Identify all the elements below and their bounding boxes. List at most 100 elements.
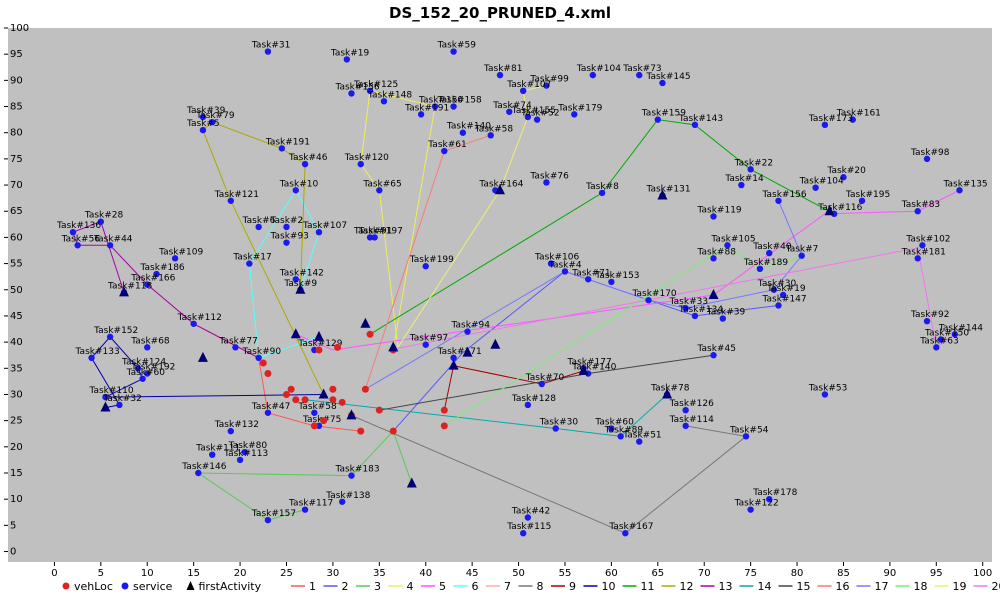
vehicle-location-point xyxy=(334,344,341,351)
service-label: Task#140 xyxy=(571,363,616,373)
service-label: Task#153 xyxy=(594,271,639,281)
vehicle-location-point xyxy=(283,391,290,398)
service-label: Task#107 xyxy=(302,221,347,231)
service-label: Task#58 xyxy=(297,402,337,412)
vehicle-location-point xyxy=(260,360,267,367)
y-tick-label: 5 xyxy=(10,520,16,531)
service-label: Task#132 xyxy=(214,420,259,430)
service-label: Task#120 xyxy=(344,153,389,163)
x-tick-label: 5 xyxy=(98,568,104,579)
service-label: Task#189 xyxy=(743,258,788,268)
service-label: Task#111 xyxy=(195,444,240,454)
legend-label: 18 xyxy=(914,580,928,593)
service-label: Task#65 xyxy=(362,179,401,189)
x-tick-label: 80 xyxy=(791,568,804,579)
service-label: Task#122 xyxy=(734,499,779,509)
service-label: Task#115 xyxy=(506,522,551,532)
legend-label: 3 xyxy=(374,580,381,593)
x-tick-label: 0 xyxy=(51,568,57,579)
service-label: Task#186 xyxy=(140,263,185,273)
legend-label: service xyxy=(133,580,173,593)
service-label: Task#7 xyxy=(785,245,819,255)
y-tick-label: 0 xyxy=(10,547,16,558)
service-label: Task#92 xyxy=(910,310,949,320)
service-label: Task#52 xyxy=(520,109,559,119)
service-label: Task#146 xyxy=(181,462,226,472)
service-label: Task#117 xyxy=(288,499,333,509)
service-label: Task#19 xyxy=(330,48,370,58)
vehicle-location-point xyxy=(329,396,336,403)
service-label: Task#31 xyxy=(251,41,290,51)
vehicle-location-point xyxy=(315,346,322,353)
legend-item-8: 8 xyxy=(519,580,544,593)
legend-item-15: 15 xyxy=(779,580,811,593)
service-label: Task#142 xyxy=(279,268,324,278)
legend-label: 14 xyxy=(758,580,772,593)
y-tick-label: 65 xyxy=(10,206,23,217)
service-label: Task#81 xyxy=(483,64,522,74)
service-label: Task#90 xyxy=(242,347,282,357)
service-label: Task#133 xyxy=(75,347,120,357)
legend-item-20: 20 xyxy=(974,580,1000,593)
legend-label: 12 xyxy=(680,580,694,593)
legend-label: 4 xyxy=(407,580,414,593)
service-label: Task#61 xyxy=(427,140,466,150)
service-label: Task#32 xyxy=(102,394,141,404)
legend-item-11: 11 xyxy=(623,580,655,593)
y-tick-label: 50 xyxy=(10,285,23,296)
vehicle-location-point xyxy=(292,396,299,403)
legend-item-vehLoc: vehLoc xyxy=(63,580,113,593)
service-label: Task#197 xyxy=(358,226,403,236)
legend-label: 17 xyxy=(875,580,889,593)
legend-label: 20 xyxy=(992,580,1000,593)
service-label: Task#128 xyxy=(511,394,556,404)
legend-label: 19 xyxy=(953,580,967,593)
legend-item-3: 3 xyxy=(356,580,381,593)
legend-item-6: 6 xyxy=(454,580,479,593)
vehicle-location-point xyxy=(357,428,364,435)
legend-circle-icon xyxy=(63,583,70,590)
y-tick-label: 25 xyxy=(10,416,23,427)
legend-item-service: service xyxy=(122,580,173,593)
vehicle-location-point xyxy=(376,407,383,414)
service-label: Task#147 xyxy=(761,294,806,304)
service-label: Task#14 xyxy=(724,174,764,184)
legend-triangle-icon xyxy=(187,581,195,590)
service-label: Task#45 xyxy=(697,344,736,354)
y-tick-label: 55 xyxy=(10,259,23,270)
service-label: Task#136 xyxy=(56,221,101,231)
service-label: Task#157 xyxy=(251,509,296,519)
legend-item-7: 7 xyxy=(486,580,511,593)
service-label: Task#161 xyxy=(836,109,881,119)
x-tick-label: 50 xyxy=(512,568,525,579)
x-tick-label: 35 xyxy=(373,568,386,579)
vehicle-location-point xyxy=(362,386,369,393)
x-tick-label: 30 xyxy=(327,568,340,579)
legend-item-firstActivity: firstActivity xyxy=(187,580,262,593)
service-label: Task#5 xyxy=(186,119,220,129)
service-label: Task#47 xyxy=(251,402,290,412)
x-tick-label: 60 xyxy=(605,568,618,579)
y-tick-label: 85 xyxy=(10,102,23,113)
y-tick-label: 30 xyxy=(10,389,23,400)
service-label: Task#10 xyxy=(279,179,319,189)
y-tick-label: 100 xyxy=(10,23,29,34)
vehicle-location-point xyxy=(441,422,448,429)
x-tick-label: 95 xyxy=(930,568,943,579)
service-label: Task#167 xyxy=(608,522,653,532)
service-label: Task#51 xyxy=(622,431,661,441)
legend-item-1: 1 xyxy=(291,580,316,593)
y-tick-label: 80 xyxy=(10,128,23,139)
service-label: Task#191 xyxy=(265,137,310,147)
x-tick-label: 40 xyxy=(419,568,432,579)
legend-item-18: 18 xyxy=(896,580,928,593)
chart-title: DS_152_20_PRUNED_4.xml xyxy=(389,4,611,22)
service-label: Task#88 xyxy=(697,247,737,257)
service-label: Task#54 xyxy=(729,425,769,435)
legend-label: 2 xyxy=(342,580,349,593)
legend-item-2: 2 xyxy=(324,580,349,593)
x-tick-label: 70 xyxy=(698,568,711,579)
service-label: Task#97 xyxy=(409,334,448,344)
service-label: Task#131 xyxy=(645,185,690,195)
